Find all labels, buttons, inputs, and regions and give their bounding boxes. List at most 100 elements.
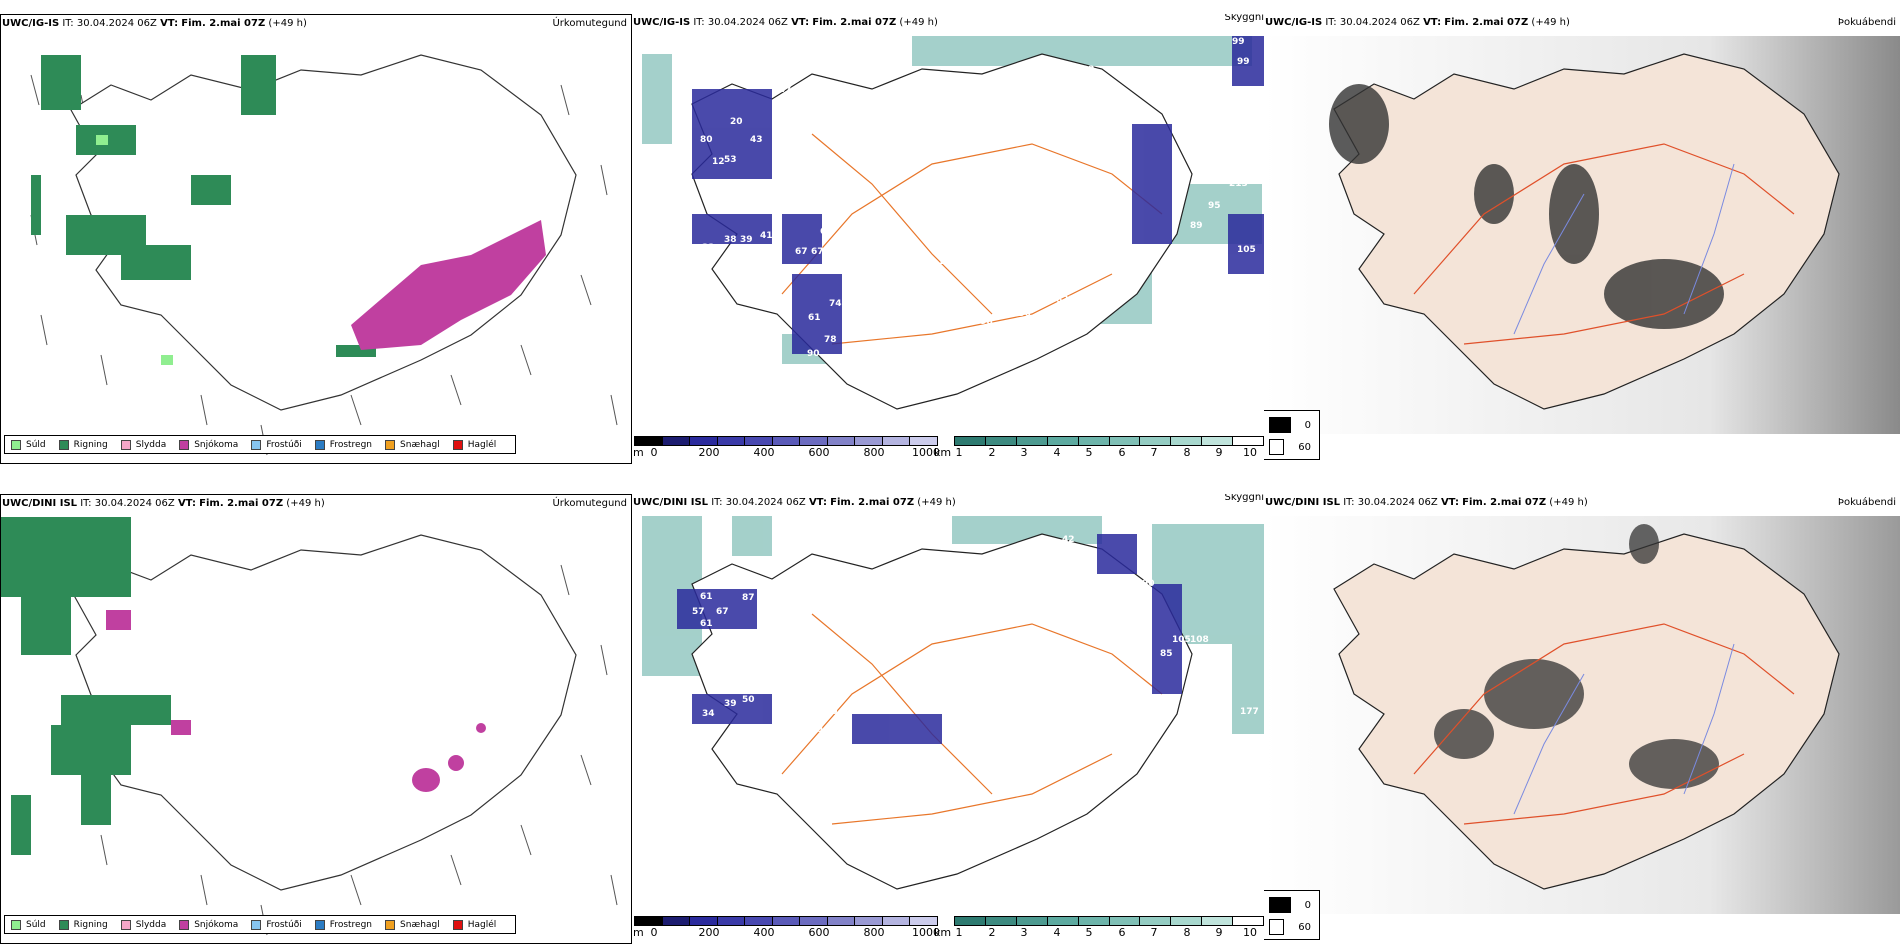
panel-title: Skyggni [1224,14,1264,23]
visibility-panel-row1: UWC/IG-IS IT: 30.04.2024 06Z VT: Fim. 2.… [632,14,1264,464]
svg-text:30: 30 [825,707,838,717]
legend-item: Frostregn [314,919,372,930]
precip-map [30,54,618,456]
svg-text:21: 21 [888,753,901,763]
legend-swatch [120,439,131,450]
visibility-map: 12 99 99 62 43 47 53 12 20 80 186 103 68… [642,36,1264,410]
panel-header: UWC/DINI ISL IT: 30.04.2024 06Z VT: Fim.… [1265,497,1588,508]
legend-item: Snjókoma [179,439,238,450]
legend-swatch [251,439,262,450]
svg-text:42: 42 [1062,535,1075,545]
legend-item: Snæhagl [385,439,440,450]
svg-text:86: 86 [1202,695,1215,705]
svg-text:85: 85 [1160,649,1173,659]
wind-barbs [100,564,618,936]
svg-text:398: 398 [974,317,993,327]
svg-text:20: 20 [730,117,743,127]
precip-legend: Súld Rigning Slydda Snjókoma Frostúði Fr… [4,435,517,454]
panel-title: Þokuábendi [1837,497,1896,508]
legend-swatch [1269,439,1285,455]
svg-text:170: 170 [804,725,823,735]
svg-text:130: 130 [942,353,961,363]
panel-title: Skyggni [1224,494,1264,503]
legend-item: Slydda [120,919,166,930]
panel-header: UWC/DINI ISL IT: 30.04.2024 06Z VT: Fim.… [2,498,325,509]
precip-snow [106,610,486,792]
legend-swatch [452,439,463,450]
legend-item: Súld [11,919,46,930]
panel-header: UWC/IG-IS IT: 30.04.2024 06Z VT: Fim. 2.… [2,18,307,29]
precip-drizzle [96,135,173,365]
legend-swatch [314,439,325,450]
panel-header: UWC/IG-IS IT: 30.04.2024 06Z VT: Fim. 2.… [633,17,938,28]
svg-text:108: 108 [1190,635,1209,645]
fog-dark-areas [1434,524,1719,789]
svg-text:67: 67 [795,247,808,257]
fog-map [1264,36,1900,434]
road-network [1413,623,1795,825]
legend-swatch [11,919,21,930]
svg-text:34: 34 [992,257,1005,267]
svg-text:19: 19 [922,269,935,279]
svg-text:87: 87 [742,593,755,603]
svg-text:34: 34 [702,709,715,719]
svg-text:82: 82 [850,295,863,305]
legend-swatch [179,439,190,450]
road-network [781,613,1163,825]
svg-text:213: 213 [1229,179,1248,189]
svg-text:103: 103 [782,197,801,207]
legend-item: Frostregn [314,439,372,450]
svg-text:61: 61 [700,592,713,602]
visibility-panel-row2: UWC/DINI ISL IT: 30.04.2024 06Z VT: Fim.… [632,494,1264,944]
legend-swatch [11,439,21,450]
legend-swatch [385,919,396,930]
iceland-outline [691,533,1193,890]
svg-text:78: 78 [824,335,837,345]
svg-text:61: 61 [700,619,713,629]
svg-text:67: 67 [811,247,824,257]
height-scale-bar [634,916,938,926]
svg-text:12: 12 [777,591,790,601]
legend-item: Frostúði [251,919,302,930]
legend-swatch [58,919,69,930]
svg-text:61: 61 [808,313,821,323]
svg-text:192: 192 [1214,171,1233,181]
svg-text:67: 67 [716,607,729,617]
svg-text:41: 41 [760,231,773,241]
svg-text:105: 105 [1237,245,1256,255]
svg-text:186: 186 [800,117,819,127]
svg-text:256: 256 [1012,309,1031,319]
svg-text:39: 39 [740,235,753,245]
legend-item: Snjókoma [179,919,238,930]
svg-text:177: 177 [1240,707,1259,717]
distance-scale-bar [954,916,1264,926]
svg-text:57: 57 [692,607,705,617]
iceland-land [1333,533,1840,890]
road-network [1413,143,1795,345]
svg-text:43: 43 [750,135,763,145]
panel-header: UWC/IG-IS IT: 30.04.2024 06Z VT: Fim. 2.… [1265,17,1570,28]
fog-panel-row2: UWC/DINI ISL IT: 30.04.2024 06Z VT: Fim.… [1264,494,1900,944]
height-scale: m 0 200 400 600 800 1000 [633,436,940,460]
legend-swatch [1269,919,1285,935]
legend-swatch [58,439,69,450]
svg-text:47: 47 [779,85,792,95]
legend-item: Súld [11,439,46,450]
visibility-values: 12 99 99 62 43 47 53 12 20 80 186 103 68… [700,37,1256,363]
height-scale: m 0 200 400 600 800 1000 [633,916,940,940]
svg-text:68: 68 [820,227,833,237]
iceland-outline [70,54,577,411]
svg-text:74: 74 [829,299,842,309]
panel-title: Úrkomutegund [552,18,627,29]
svg-text:32: 32 [702,243,715,253]
precip-panel-row2: UWC/DINI ISL IT: 30.04.2024 06Z VT: Fim.… [0,494,632,944]
distance-scale: km 1 2 3 4 5 6 7 8 9 10 [934,436,1264,460]
legend-swatch [251,919,262,930]
legend-swatch [1269,417,1291,433]
svg-text:825: 825 [1056,295,1075,305]
precip-panel-row1: UWC/IG-IS IT: 30.04.2024 06Z VT: Fim. 2.… [0,14,632,464]
legend-item: Rigning [58,919,108,930]
svg-text:369: 369 [917,289,936,299]
svg-text:105: 105 [1172,635,1191,645]
visibility-map: 61 57 67 87 12 61 39 34 50 170 30 75 21 … [642,516,1264,890]
